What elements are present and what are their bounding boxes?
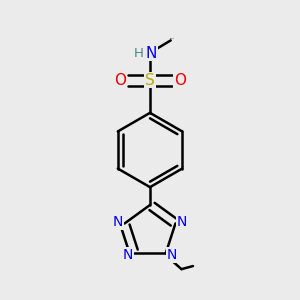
Text: O: O [174,73,186,88]
Text: N: N [177,215,187,229]
Text: N: N [123,248,133,262]
Text: N: N [146,46,157,61]
Text: N: N [113,215,123,229]
Text: methyl: methyl [170,38,175,39]
Text: S: S [145,73,155,88]
Text: O: O [114,73,126,88]
Text: H: H [134,46,144,60]
Text: N: N [167,248,177,262]
